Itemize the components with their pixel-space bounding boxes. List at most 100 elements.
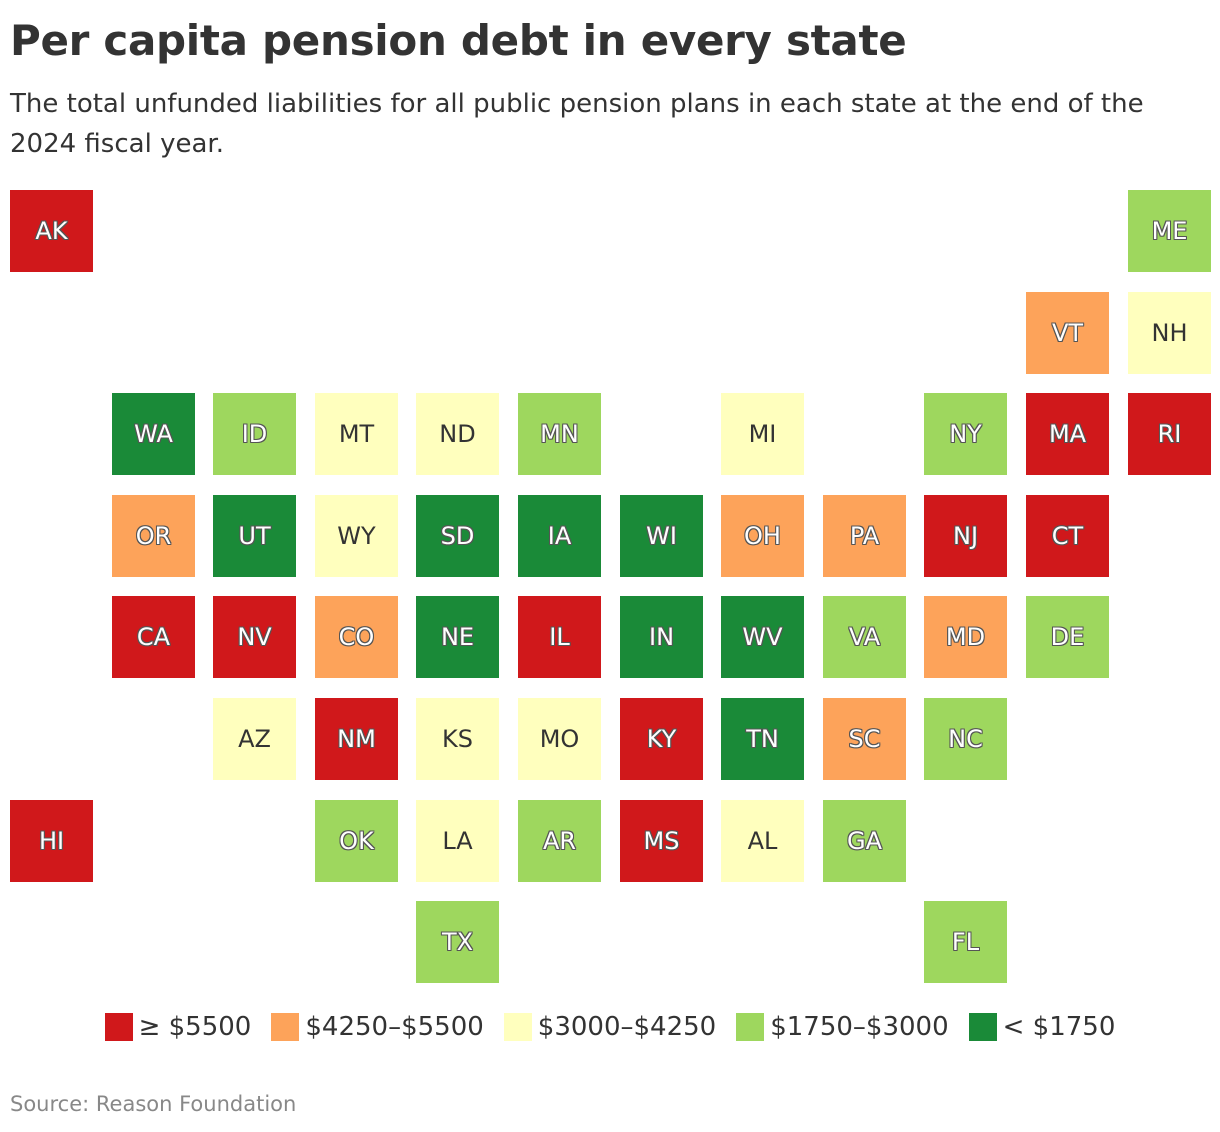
- state-tile-pa[interactable]: PA: [823, 495, 906, 577]
- legend: ≥ $5500 $4250–$5500 $3000–$4250 $1750–$3000…: [0, 1012, 1220, 1042]
- state-tile-ri[interactable]: RI: [1128, 393, 1211, 475]
- state-label: MN: [540, 420, 579, 448]
- state-tile-ct[interactable]: CT: [1026, 495, 1109, 577]
- state-tile-mi[interactable]: MI: [721, 393, 804, 475]
- state-label: MT: [338, 420, 375, 448]
- legend-label: $1750–$3000: [770, 1012, 949, 1042]
- state-label: NE: [440, 623, 475, 651]
- state-tile-la[interactable]: LA: [416, 800, 499, 882]
- state-tile-ms[interactable]: MS: [620, 800, 703, 882]
- state-label: KY: [646, 725, 677, 753]
- state-tile-nh[interactable]: NH: [1128, 292, 1211, 374]
- state-tile-ia[interactable]: IA: [518, 495, 601, 577]
- state-tile-ok[interactable]: OK: [315, 800, 398, 882]
- state-label: PA: [849, 522, 880, 550]
- state-label: MS: [643, 827, 680, 855]
- state-label: VT: [1051, 319, 1084, 347]
- state-label: CT: [1051, 522, 1084, 550]
- state-tile-or[interactable]: OR: [112, 495, 195, 577]
- state-tile-ga[interactable]: GA: [823, 800, 906, 882]
- state-tile-wi[interactable]: WI: [620, 495, 703, 577]
- state-tile-il[interactable]: IL: [518, 596, 601, 678]
- state-tile-co[interactable]: CO: [315, 596, 398, 678]
- state-label: WI: [646, 522, 677, 550]
- state-tile-va[interactable]: VA: [823, 596, 906, 678]
- legend-label: $3000–$4250: [537, 1012, 717, 1042]
- state-tile-mt[interactable]: MT: [315, 393, 398, 475]
- state-label: DE: [1050, 623, 1085, 651]
- state-tile-nm[interactable]: NM: [315, 698, 398, 780]
- state-tile-nd[interactable]: ND: [416, 393, 499, 475]
- state-tile-ma[interactable]: MA: [1026, 393, 1109, 475]
- state-tile-sd[interactable]: SD: [416, 495, 499, 577]
- state-label: NC: [948, 725, 983, 753]
- legend-item-c1: ≥ $5500: [104, 1012, 252, 1042]
- state-label: MO: [539, 725, 580, 753]
- state-tile-az[interactable]: AZ: [213, 698, 296, 780]
- legend-swatch: [271, 1013, 300, 1041]
- state-label: WY: [337, 522, 376, 550]
- state-tile-ut[interactable]: UT: [213, 495, 296, 577]
- state-tile-oh[interactable]: OH: [721, 495, 804, 577]
- state-label: CA: [136, 623, 171, 651]
- state-tile-ca[interactable]: CA: [112, 596, 195, 678]
- state-tile-id[interactable]: ID: [213, 393, 296, 475]
- state-tile-ne[interactable]: NE: [416, 596, 499, 678]
- state-label: TX: [441, 928, 474, 956]
- state-label: ND: [439, 420, 476, 448]
- state-label: AL: [747, 827, 778, 855]
- state-tile-nj[interactable]: NJ: [924, 495, 1007, 577]
- state-tile-wy[interactable]: WY: [315, 495, 398, 577]
- state-label: LA: [442, 827, 473, 855]
- state-label: NH: [1151, 319, 1188, 347]
- legend-item-c5: < $1750: [968, 1012, 1116, 1042]
- state-tile-ky[interactable]: KY: [620, 698, 703, 780]
- state-label: VA: [848, 623, 881, 651]
- state-tile-wa[interactable]: WA: [112, 393, 195, 475]
- state-tile-ak[interactable]: AK: [10, 190, 93, 272]
- state-label: NM: [337, 725, 376, 753]
- legend-item-c4: $1750–$3000: [736, 1012, 949, 1042]
- legend-label: $4250–$5500: [305, 1012, 484, 1042]
- legend-swatch: [968, 1013, 997, 1041]
- state-tile-al[interactable]: AL: [721, 800, 804, 882]
- state-label: OR: [135, 522, 172, 550]
- state-tile-de[interactable]: DE: [1026, 596, 1109, 678]
- state-tile-ks[interactable]: KS: [416, 698, 499, 780]
- state-tile-tn[interactable]: TN: [721, 698, 804, 780]
- chart-title: Per capita pension debt in every state: [10, 16, 907, 65]
- legend-item-c3: $3000–$4250: [503, 1012, 717, 1042]
- chart-subtitle: The total unfunded liabilities for all p…: [10, 89, 1144, 159]
- state-tile-me[interactable]: ME: [1128, 190, 1211, 272]
- state-tile-sc[interactable]: SC: [823, 698, 906, 780]
- state-tile-wv[interactable]: WV: [721, 596, 804, 678]
- state-tile-tx[interactable]: TX: [416, 901, 499, 983]
- state-tile-md[interactable]: MD: [924, 596, 1007, 678]
- legend-label: < $1750: [1002, 1012, 1116, 1042]
- state-label: NJ: [952, 522, 979, 550]
- state-tile-fl[interactable]: FL: [924, 901, 1007, 983]
- state-label: RI: [1157, 420, 1182, 448]
- state-label: AR: [542, 827, 577, 855]
- state-label: FL: [951, 928, 980, 956]
- state-label: HI: [38, 827, 65, 855]
- state-label: GA: [846, 827, 882, 855]
- state-label: IN: [648, 623, 675, 651]
- state-label: OH: [744, 522, 781, 550]
- state-tile-ar[interactable]: AR: [518, 800, 601, 882]
- state-label: IL: [549, 623, 570, 651]
- state-tile-hi[interactable]: HI: [10, 800, 93, 882]
- state-label: MI: [748, 420, 777, 448]
- state-label: SC: [848, 725, 881, 753]
- state-tile-mn[interactable]: MN: [518, 393, 601, 475]
- legend-label: ≥ $5500: [138, 1012, 252, 1042]
- state-tile-mo[interactable]: MO: [518, 698, 601, 780]
- state-tile-nc[interactable]: NC: [924, 698, 1007, 780]
- state-tile-ny[interactable]: NY: [924, 393, 1007, 475]
- state-tile-nv[interactable]: NV: [213, 596, 296, 678]
- state-label: AZ: [238, 725, 271, 753]
- state-label: ID: [241, 420, 268, 448]
- state-tile-vt[interactable]: VT: [1026, 292, 1109, 374]
- state-tile-in[interactable]: IN: [620, 596, 703, 678]
- state-label: NV: [237, 623, 272, 651]
